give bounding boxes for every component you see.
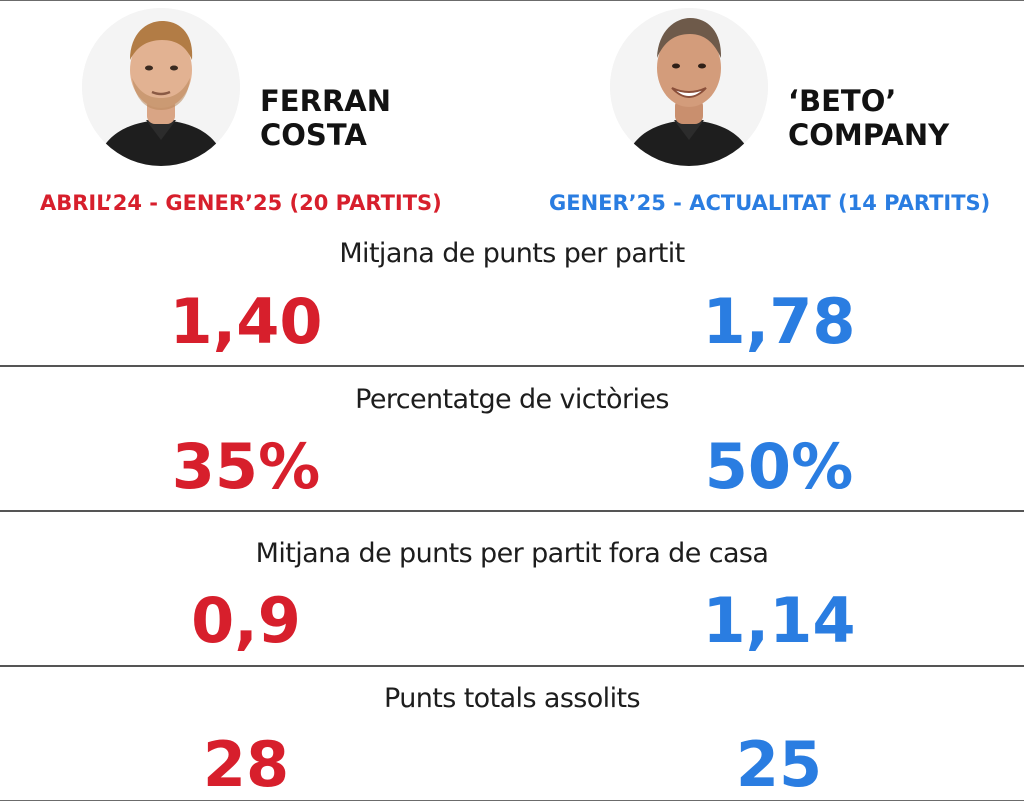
coach-photo-right: [610, 8, 768, 166]
stat-value-right-points-per-match: 1,78: [702, 285, 856, 358]
stat-label-win-percentage: Percentatge de victòries: [355, 384, 669, 415]
person-icon: [82, 8, 240, 166]
coach-period-right: GENER’25 - ACTUALITAT (14 PARTITS): [549, 191, 991, 215]
stat-value-left-total-points: 28: [202, 728, 290, 801]
coach-name-right: ‘BETO’ COMPANY: [788, 84, 949, 152]
stat-value-left-win-percentage: 35%: [171, 430, 321, 503]
stat-value-left-away-points-per-match: 0,9: [191, 584, 301, 657]
stat-label-total-points: Punts totals assolits: [384, 683, 641, 714]
stat-value-right-total-points: 25: [735, 728, 823, 801]
coach-photo-left: [82, 8, 240, 166]
coach-name-right-line1: ‘BETO’: [788, 84, 897, 118]
person-icon: [610, 8, 768, 166]
top-border: [0, 0, 1024, 1]
divider: [0, 365, 1024, 367]
coach-period-left: ABRIL’24 - GENER’25 (20 PARTITS): [40, 191, 442, 215]
stat-value-right-win-percentage: 50%: [704, 430, 854, 503]
stat-value-right-away-points-per-match: 1,14: [702, 584, 856, 657]
bottom-border: [0, 800, 1024, 801]
coach-name-right-line2: COMPANY: [788, 118, 950, 152]
divider: [0, 510, 1024, 512]
coach-name-left-line2: COSTA: [260, 118, 367, 152]
stat-label-away-points-per-match: Mitjana de punts per partit fora de casa: [255, 538, 769, 569]
stat-label-points-per-match: Mitjana de punts per partit: [339, 238, 685, 269]
stat-value-left-points-per-match: 1,40: [169, 285, 323, 358]
coach-name-left-line1: FERRAN: [260, 84, 391, 118]
divider: [0, 665, 1024, 667]
coach-name-left: FERRAN COSTA: [260, 84, 391, 152]
